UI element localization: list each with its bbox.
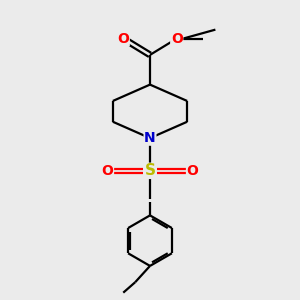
- Text: S: S: [145, 163, 155, 178]
- Text: O: O: [117, 32, 129, 46]
- Text: O: O: [102, 164, 113, 178]
- Text: O: O: [187, 164, 198, 178]
- Text: O: O: [171, 32, 183, 46]
- Text: N: N: [144, 131, 156, 145]
